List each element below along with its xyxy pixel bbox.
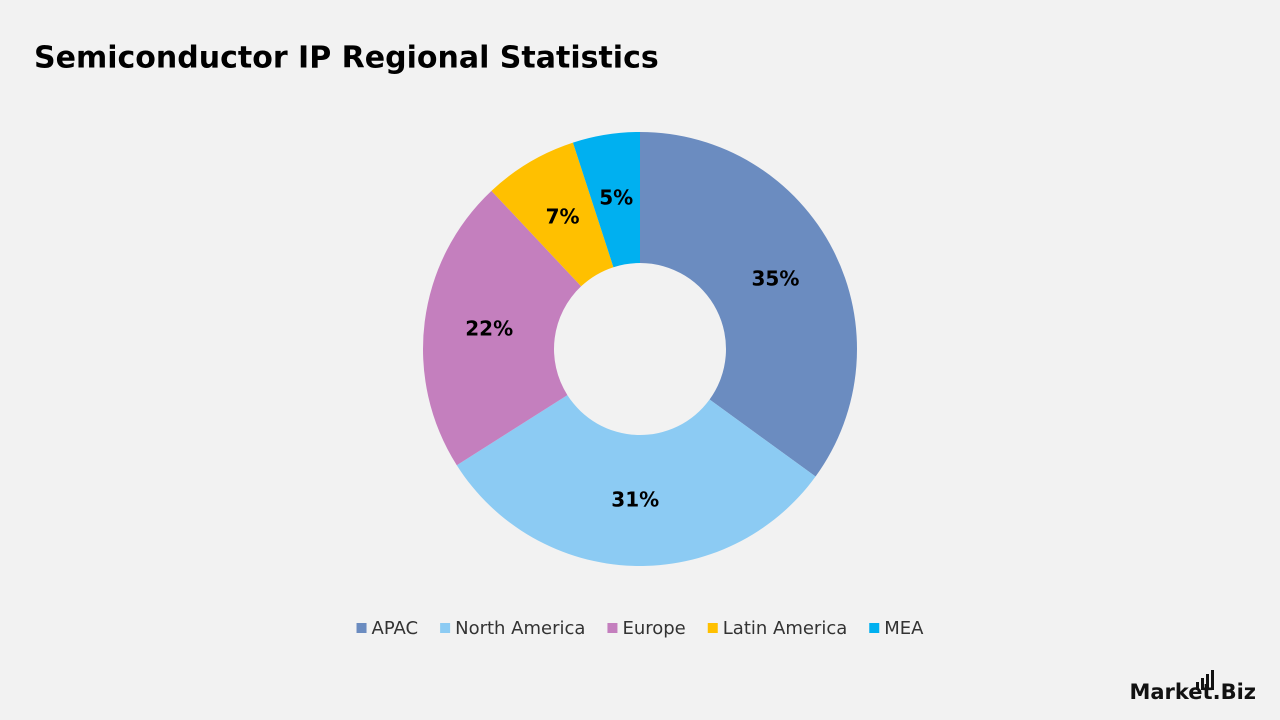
donut-slice (640, 132, 858, 477)
legend-swatch (356, 623, 367, 633)
logo-bar (1201, 678, 1204, 690)
logo-bar (1196, 682, 1199, 690)
logo-bar (1211, 670, 1214, 690)
legend: APAC North America Europe Latin America MEA (356, 618, 924, 639)
brand-name: Market.Biz (1129, 680, 1256, 704)
data-label: 35% (751, 266, 799, 290)
data-label: 31% (611, 487, 659, 511)
data-label: 22% (465, 316, 513, 340)
brand-logo: Market.Biz (1129, 670, 1256, 704)
legend-swatch (607, 623, 618, 633)
donut-slice (491, 142, 614, 287)
donut-slice (423, 190, 582, 466)
donut-slice (456, 395, 816, 566)
legend-label: APAC (372, 618, 419, 639)
legend-swatch (707, 623, 718, 633)
legend-swatch (869, 623, 880, 633)
data-label: 7% (546, 205, 580, 229)
logo-bar (1206, 674, 1209, 690)
data-label: 5% (599, 185, 633, 209)
legend-label: Europe (622, 618, 685, 639)
donut-slice (572, 132, 640, 268)
chart-title: Semiconductor IP Regional Statistics (34, 41, 659, 76)
legend-label: North America (455, 618, 585, 639)
legend-swatch (440, 623, 451, 633)
legend-label: Latin America (723, 618, 848, 639)
legend-label: MEA (884, 618, 924, 639)
